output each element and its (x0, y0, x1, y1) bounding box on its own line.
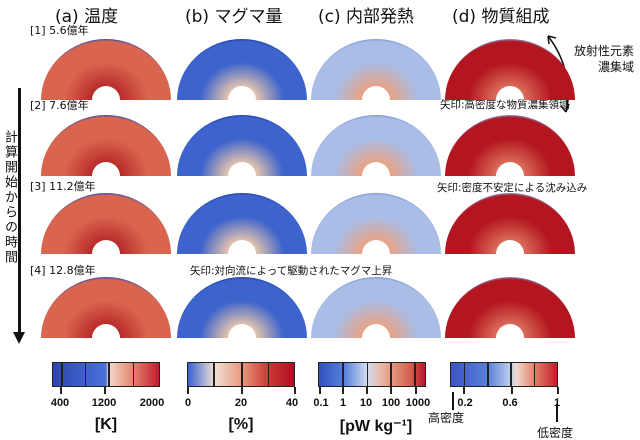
panel-temperature-row-1 (41, 39, 171, 100)
panel-temperature-row-2 (41, 115, 171, 176)
panel-heating-row-1 (311, 39, 441, 100)
panel-heating-row-2 (311, 115, 441, 176)
tick: 2000 (139, 397, 165, 409)
tick: 20 (234, 397, 248, 409)
colorbar-temperature (52, 362, 160, 387)
tick: 100 (381, 397, 401, 409)
high-density-arrow-icon (452, 392, 454, 410)
row-label-1: [1] 5.6億年 (30, 24, 89, 37)
row-label-4: [4] 12.8億年 (30, 264, 96, 277)
panel-temperature-row-4 (41, 277, 171, 338)
panel-composition-row-4 (445, 277, 575, 338)
panel-composition-row-2 (445, 115, 575, 176)
low-density-arrow-icon (556, 404, 558, 422)
radio-label-2: 濃集域 (598, 60, 635, 74)
time-axis-label: 計算開始からの時間 (2, 130, 17, 265)
panel-temperature-row-3 (41, 193, 171, 254)
row-label-3: [3] 11.2億年 (30, 180, 96, 193)
colorbar-magma (187, 362, 295, 387)
row3-note: 矢印:密度不安定による沈み込み (437, 182, 588, 194)
column-title-heating: (c) 内部発熱 (318, 7, 415, 27)
unit-magma: [%] (228, 416, 254, 433)
radio-label-1: 放射性元素 (574, 44, 635, 58)
tick: 0.6 (502, 397, 518, 409)
tick: 0 (184, 397, 192, 409)
panel-magma-row-1 (177, 39, 307, 100)
tick: 0.1 (313, 397, 329, 409)
time-arrow-shaft (18, 88, 21, 333)
column-title-temperature: (a) 温度 (55, 7, 119, 27)
panel-magma-row-3 (177, 193, 307, 254)
panel-composition-row-3 (445, 193, 575, 254)
row2-note: 矢印:高密度な物質濃集領域 (440, 99, 570, 111)
panel-heating-row-4 (311, 277, 441, 338)
panel-magma-row-4 (177, 277, 307, 338)
column-title-magma: (b) マグマ量 (185, 7, 283, 27)
tick: 400 (50, 397, 70, 409)
tick: 10 (359, 397, 373, 409)
row4-note: 矢印:対向流によって駆動されたマグマ上昇 (190, 265, 393, 277)
panel-composition-row-1 (445, 39, 575, 100)
tick: 40 (285, 397, 299, 409)
colorbar-heating (318, 362, 426, 387)
unit-temperature: [K] (94, 416, 118, 433)
unit-heating: [pW kg⁻¹] (339, 418, 413, 435)
panel-heating-row-3 (311, 193, 441, 254)
panel-magma-row-2 (177, 115, 307, 176)
low-density-label: 低密度 (537, 426, 574, 440)
colorbar-composition (450, 362, 558, 387)
tick: 1200 (91, 397, 117, 409)
tick: 1000 (405, 397, 431, 409)
column-title-composition: (d) 物質組成 (452, 7, 550, 27)
tick: 0.2 (457, 397, 473, 409)
tick: 1 (553, 397, 561, 409)
tick: 1 (339, 397, 347, 409)
time-arrow-head-icon (13, 332, 25, 344)
row-label-2: [2] 7.6億年 (30, 99, 89, 112)
high-density-label: 高密度 (428, 411, 465, 425)
